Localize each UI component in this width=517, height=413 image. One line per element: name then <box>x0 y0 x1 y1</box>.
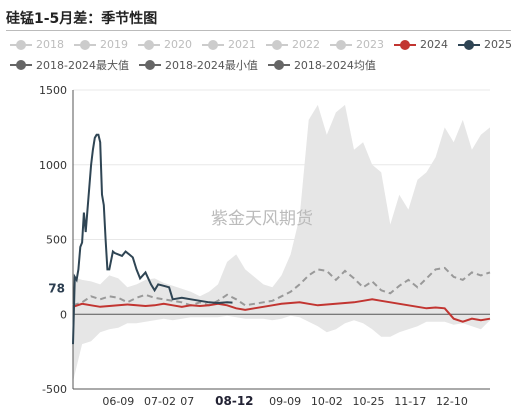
legend-item-year-1[interactable]: 2019 <box>74 38 128 51</box>
series-line-2025 <box>72 133 233 345</box>
legend-label: 2025 <box>484 38 512 51</box>
title-divider <box>6 30 511 31</box>
legend-item-year-6[interactable]: 2024 <box>394 38 448 51</box>
legend-item-year-4[interactable]: 2022 <box>266 38 320 51</box>
chart-title: 硅锰1-5月差：季节性图 <box>6 11 158 27</box>
legend-item-year-7[interactable]: 2025 <box>458 38 512 51</box>
x-tick-label: 06-09 <box>102 395 134 408</box>
legend-swatch-icon <box>74 39 96 50</box>
series-line-2024 <box>72 298 491 323</box>
legend-swatch-icon <box>458 39 480 50</box>
x-tick-label: 07 <box>180 395 194 408</box>
legend-label: 2018-2024最小值 <box>164 59 258 72</box>
legend-item-stat-1[interactable]: 2018-2024最小值 <box>138 57 258 73</box>
max-min-band <box>73 104 490 382</box>
legend-item-year-0[interactable]: 2018 <box>10 38 64 51</box>
legend-item-stat-2[interactable]: 2018-2024均值 <box>267 57 376 73</box>
legend-swatch-icon <box>10 60 32 70</box>
y-tick-label: 1500 <box>39 84 67 97</box>
legend-swatch-icon <box>202 39 224 50</box>
legend-swatch-icon <box>394 39 416 50</box>
watermark-text: 紫金天风期货 <box>211 209 313 229</box>
x-tick-label: 12-10 <box>436 395 468 408</box>
series-line-mean <box>72 266 491 307</box>
legend-item-stat-0[interactable]: 2018-2024最大值 <box>10 57 129 73</box>
legend-row-stats: 2018-2024最大值 2018-2024最小值 2018-2024均值 <box>10 57 386 73</box>
y-tick-label: -500 <box>42 383 67 396</box>
legend-item-year-2[interactable]: 2020 <box>138 38 192 51</box>
x-tick-label: 09-09 <box>269 395 301 408</box>
legend-swatch-icon <box>330 39 352 50</box>
x-tick-label: 10-02 <box>311 395 343 408</box>
legend-label: 2018-2024最大值 <box>36 59 129 72</box>
legend-label: 2021 <box>228 38 256 51</box>
legend-swatch-icon <box>266 39 288 50</box>
y-tick-label: 500 <box>46 234 67 247</box>
legend-label: 2018 <box>36 38 64 51</box>
legend-item-year-3[interactable]: 2021 <box>202 38 256 51</box>
x-tick-label: 10-25 <box>353 395 385 408</box>
legend-swatch-icon <box>10 39 32 50</box>
legend-row-years: 2018 2019 2020 2021 2022 2023 2024 2025 <box>10 38 517 53</box>
legend-label: 2022 <box>292 38 320 51</box>
legend-swatch-icon <box>138 39 160 50</box>
x-tick-label: 11-17 <box>394 395 426 408</box>
label-layer: -500 0 500 1000 1500 06-09 07-02 07 08-12 09-09 10… <box>39 84 468 408</box>
legend-label: 2020 <box>164 38 192 51</box>
legend-label: 2019 <box>100 38 128 51</box>
legend-swatch-icon <box>138 60 161 70</box>
legend-label: 2018-2024均值 <box>293 59 376 72</box>
current-value-label: 78 <box>48 282 65 296</box>
y-tick-label: 1000 <box>39 159 67 172</box>
legend-swatch-icon <box>267 60 290 70</box>
y-tick-label: 0 <box>60 308 67 321</box>
x-tick-label: 08-12 <box>215 394 253 408</box>
x-tick-label: 07-02 <box>144 395 176 408</box>
legend-item-year-5[interactable]: 2023 <box>330 38 384 51</box>
legend-label: 2024 <box>420 38 448 51</box>
legend-label: 2023 <box>356 38 384 51</box>
